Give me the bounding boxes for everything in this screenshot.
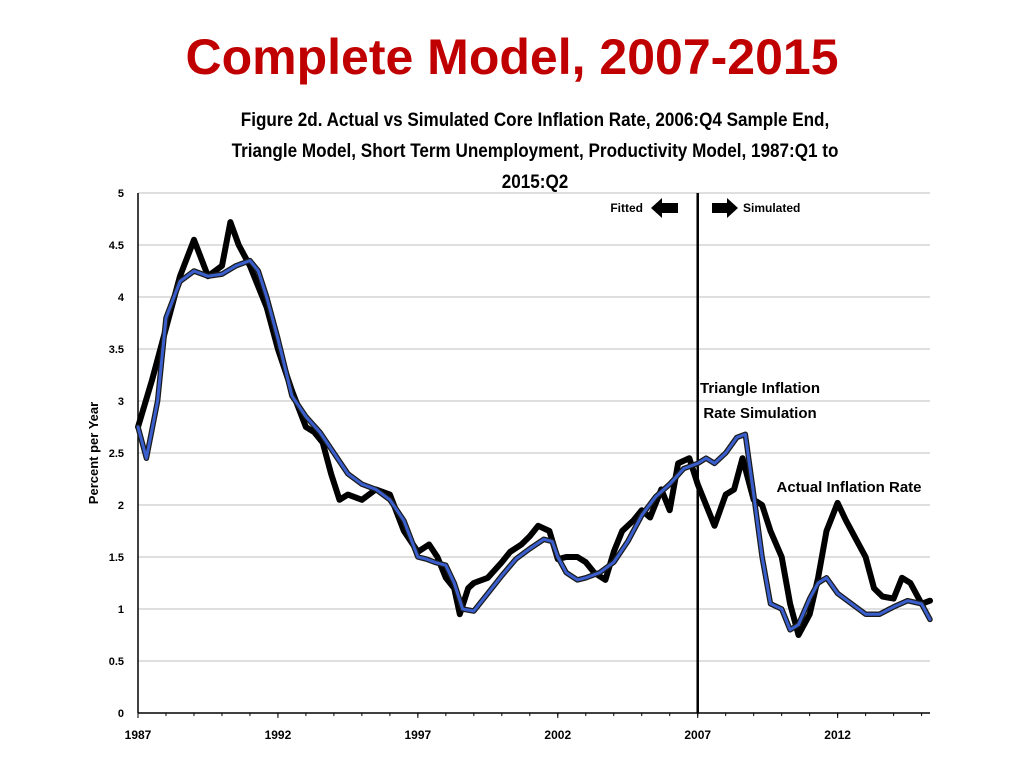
figure-title-line-3: 2015:Q2 [501,172,569,193]
x-tick-label: 2007 [684,728,711,742]
annotation-actual: Actual Inflation Rate [776,479,921,496]
y-axis-label: Percent per Year [86,402,101,504]
y-tick-label: 2.5 [109,448,124,460]
y-tick-label: 2 [118,500,124,512]
y-tick-label: 0 [118,708,124,720]
fitted-label: Fitted [610,201,643,215]
x-tick-label: 2012 [824,728,851,742]
fitted-arrow-icon [651,198,678,218]
simulated-label: Simulated [743,201,800,215]
simulated-line-outline [135,257,933,633]
y-tick-label: 3.5 [109,344,124,356]
x-tick-label: 1992 [265,728,292,742]
y-tick-label: 4 [118,292,125,304]
actual-inflation-line [135,219,933,638]
annotation-simulation-line-2: Rate Simulation [703,405,816,422]
slide-title: Complete Model, 2007-2015 [185,29,839,85]
figure-title-line-1: Figure 2d. Actual vs Simulated Core Infl… [240,110,830,131]
x-tick-label: 2002 [544,728,571,742]
x-tick-label: 1997 [405,728,432,742]
y-tick-label: 5 [118,188,124,200]
annotation-simulation-line-1: Triangle Inflation [700,380,820,397]
y-tick-label: 4.5 [109,240,124,252]
simulated-arrow-icon [712,198,738,218]
x-tick-label: 1987 [125,728,152,742]
figure-title-line-2: Triangle Model, Short Term Unemployment,… [231,141,839,162]
y-tick-label: 1.5 [109,552,124,564]
simulated-inflation-line [136,259,932,632]
y-tick-label: 1 [118,604,124,616]
y-tick-label: 3 [118,396,124,408]
y-tick-label: 0.5 [109,656,124,668]
figure-title: Figure 2d. Actual vs Simulated Core Infl… [180,105,891,198]
